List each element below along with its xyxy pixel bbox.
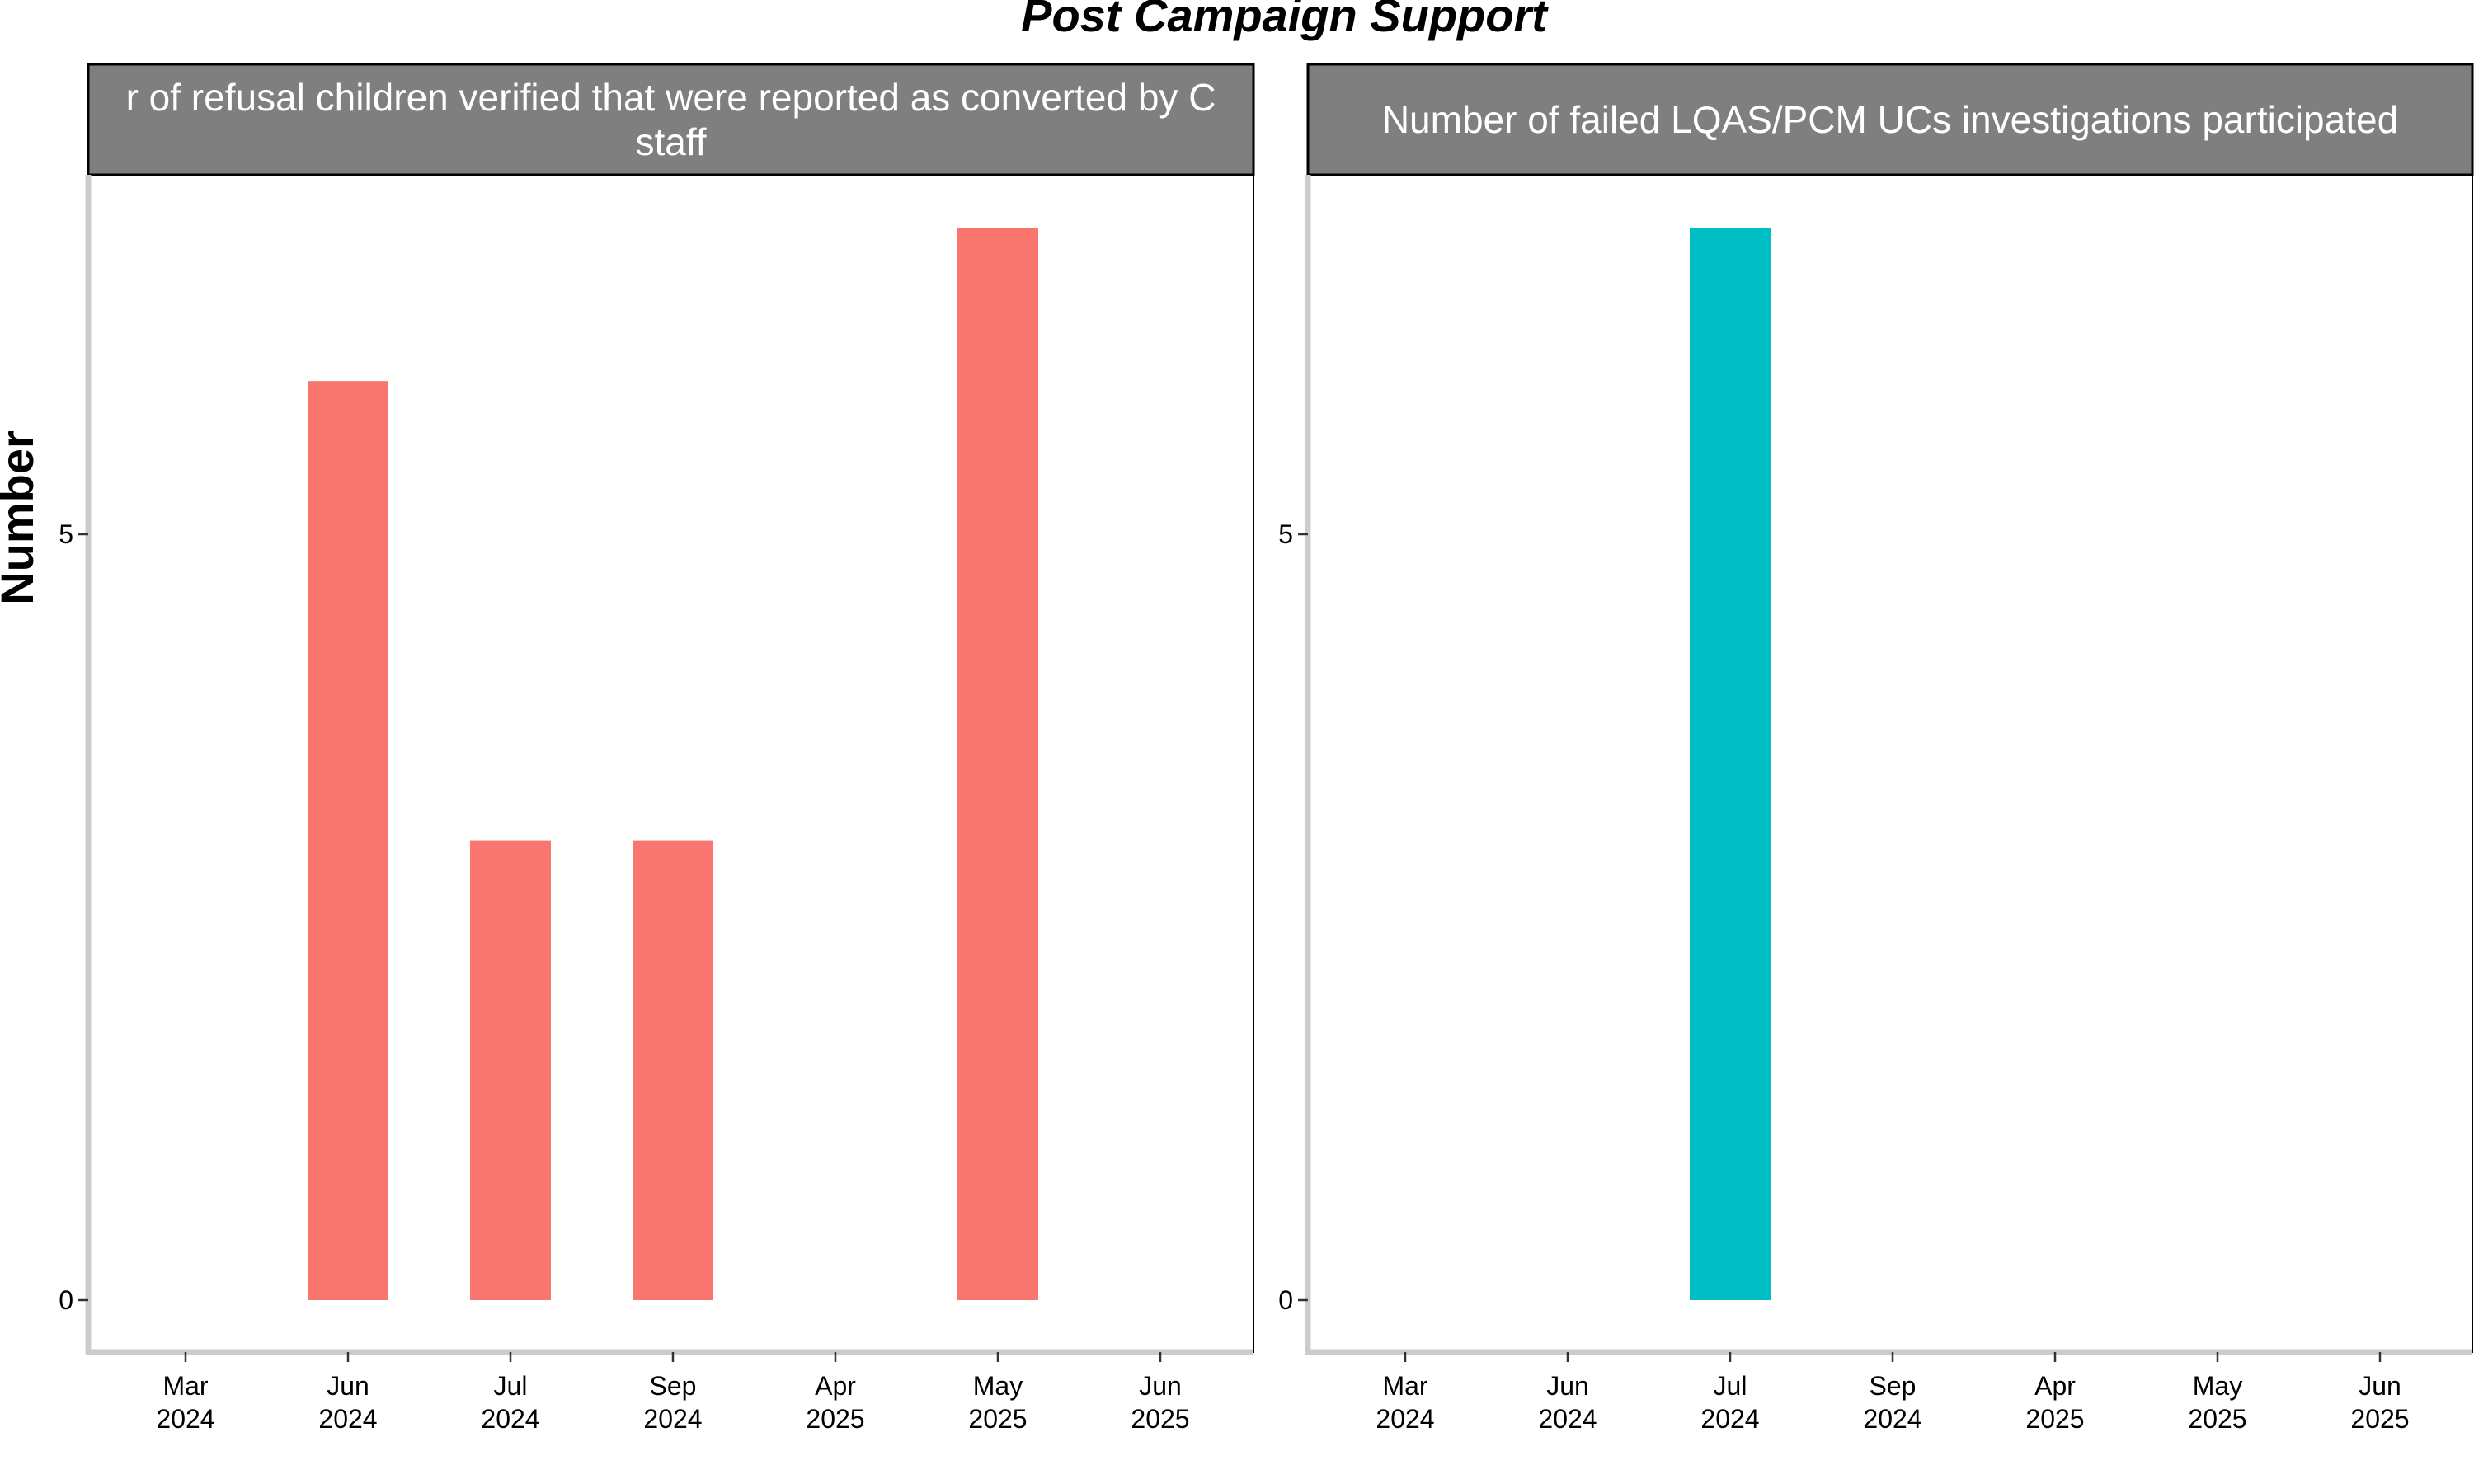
panel-1-x-tick-label-5: May 2025 <box>968 1371 1027 1434</box>
panel-2-strip-text-line-1: Number of failed LQAS/PCM UCs investigat… <box>1382 98 2398 141</box>
panel-1-y-tick-label-1: 5 <box>59 519 73 549</box>
panel-2-bar-2 <box>1690 228 1771 1300</box>
panel-2-strip-label: Number of failed LQAS/PCM UCs investigat… <box>1382 98 2398 141</box>
panel-2: Number of failed LQAS/PCM UCs investigat… <box>1278 63 2474 1434</box>
panel-2-x-tick-label-2: Jul 2024 <box>1700 1371 1759 1434</box>
panel-1-bar-3 <box>633 840 713 1300</box>
panel-1-x-tick-label-1: Jun 2024 <box>318 1371 377 1434</box>
panel-2-strip <box>1306 63 2474 176</box>
panel-2-y-tick-label-1: 5 <box>1278 519 1293 549</box>
panel-1: r of refusal children verified that were… <box>59 63 1255 1434</box>
panel-1-strip-text-line-1: r of refusal children verified that were… <box>126 76 1216 119</box>
panel-1-strip-text-line-2: staff <box>635 120 706 163</box>
chart-title: Post Campaign Support <box>1021 0 1549 41</box>
y-axis-title: Number <box>0 430 43 605</box>
panel-2-x-tick-label-0: Mar 2024 <box>1376 1371 1434 1434</box>
panel-1-bar-2 <box>470 840 551 1300</box>
panel-1-x-tick-label-6: Jun 2025 <box>1131 1371 1189 1434</box>
panel-1-strip-label: r of refusal children verified that were… <box>126 76 1216 163</box>
panel-2-x-tick-label-5: May 2025 <box>2188 1371 2246 1434</box>
panel-2-plot-area <box>1307 174 2473 1353</box>
panel-2-x-tick-label-6: Jun 2025 <box>2350 1371 2409 1434</box>
panel-2-x-tick-label-3: Sep 2024 <box>1863 1371 1921 1434</box>
panels-layer: r of refusal children verified that were… <box>59 63 2474 1434</box>
panel-2-x-tick-label-4: Apr 2025 <box>2025 1371 2084 1434</box>
panel-1-x-tick-label-3: Sep 2024 <box>643 1371 702 1434</box>
panel-1-x-tick-label-0: Mar 2024 <box>156 1371 214 1434</box>
panel-1-bar-1 <box>308 381 388 1301</box>
panel-2-x-tick-label-1: Jun 2024 <box>1538 1371 1597 1434</box>
panel-1-strip <box>87 63 1255 176</box>
panel-1-bar-5 <box>957 228 1038 1300</box>
panel-1-x-tick-label-4: Apr 2025 <box>806 1371 864 1434</box>
panel-2-y-tick-label-0: 0 <box>1278 1285 1293 1315</box>
panel-1-x-tick-label-2: Jul 2024 <box>481 1371 539 1434</box>
panel-1-y-tick-label-0: 0 <box>59 1285 73 1315</box>
